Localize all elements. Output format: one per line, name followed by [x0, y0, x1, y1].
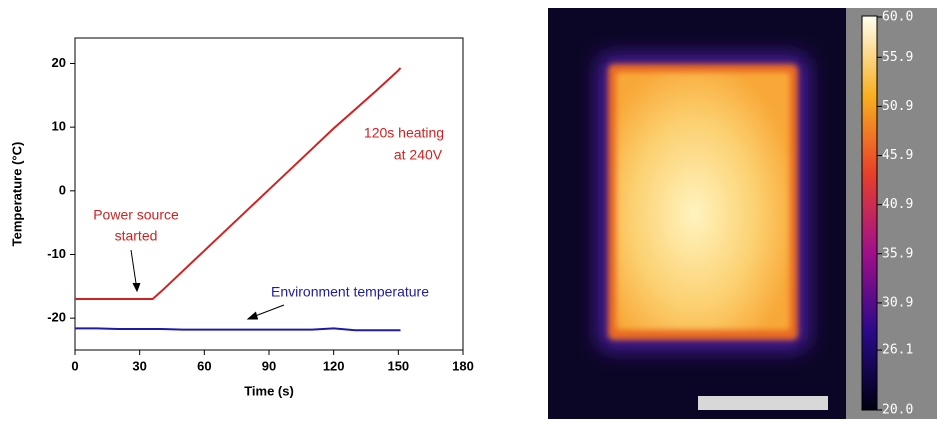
annotation: Power source — [93, 207, 179, 223]
colorbar-tick-label: 50.9 — [882, 99, 913, 114]
y-tick-label: 10 — [52, 119, 66, 134]
annotation: Environment temperature — [271, 284, 429, 300]
y-axis-label: Temperature (°C) — [9, 142, 24, 247]
plot-frame — [75, 38, 463, 350]
y-tick-label: -20 — [47, 310, 66, 325]
annotation: 120s heating — [364, 125, 444, 141]
colorbar-tick-label: 20.0 — [882, 403, 913, 418]
line — [75, 68, 400, 299]
annotation: at 240V — [394, 147, 443, 163]
colorbar-tick-label: 45.9 — [882, 148, 913, 163]
x-tick-label: 180 — [452, 358, 474, 373]
arrows — [131, 250, 284, 319]
scale-bar — [698, 396, 828, 410]
annotation: started — [115, 228, 158, 244]
colorbar-tick-label: 55.9 — [882, 50, 913, 65]
x-axis-label: Time (s) — [244, 383, 294, 398]
x-tick-label: 0 — [71, 358, 78, 373]
colorbar-tick-label: 60.0 — [882, 10, 913, 25]
x-tick-label: 30 — [132, 358, 146, 373]
x-tick-label: 120 — [323, 358, 345, 373]
x-tick-label: 150 — [387, 358, 409, 373]
x-tick-label: 60 — [197, 358, 211, 373]
colorbar — [862, 16, 877, 410]
y-tick-label: -10 — [47, 246, 66, 261]
page: {"chart_data": {"type": "line", "x_label… — [0, 0, 937, 419]
line — [75, 328, 400, 330]
colorbar-tick-label: 30.9 — [882, 295, 913, 310]
y-tick-label: 20 — [52, 55, 66, 70]
colorbar-tick-label: 26.1 — [882, 343, 913, 358]
figure: Time (s) Temperature (°C) 120s heating a… — [0, 0, 937, 419]
colorbar-tick-label: 35.9 — [882, 246, 913, 261]
y-tick-label: 0 — [59, 182, 66, 197]
x-tick-label: 90 — [262, 358, 276, 373]
thermal-image — [548, 8, 937, 419]
colorbar-tick-label: 40.9 — [882, 197, 913, 212]
